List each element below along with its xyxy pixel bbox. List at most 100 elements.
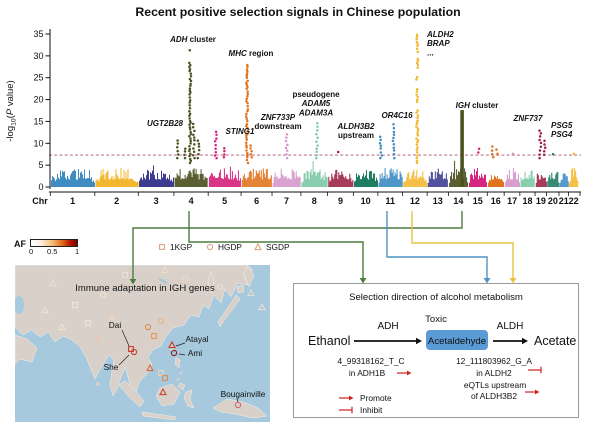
snp-dot: [538, 129, 541, 132]
map-marker: [258, 302, 266, 311]
snp-dot: [214, 143, 217, 147]
snp-dot: [188, 87, 192, 90]
snp-dot: [315, 140, 318, 143]
chr-label: 17: [507, 196, 517, 206]
map-marker: [108, 312, 116, 321]
snp-dot: [213, 154, 217, 157]
snp-dot: [192, 150, 196, 154]
snp-dot: [245, 146, 248, 149]
snp-dot: [416, 95, 419, 99]
snp-dot: [223, 149, 226, 153]
snp-dot: [246, 85, 249, 89]
snp-dot: [285, 156, 289, 160]
snp-dot: [416, 57, 420, 61]
snp-dot: [188, 93, 191, 96]
snp-dot: [188, 106, 192, 110]
legend-promote-label: Promote: [360, 393, 392, 403]
snp-dot: [222, 156, 226, 159]
snp-dot: [246, 126, 249, 130]
snp-dot: [193, 156, 196, 160]
snp-dot: [538, 135, 542, 138]
snp-dot: [189, 82, 192, 86]
af-label: AF: [14, 239, 26, 249]
snp-dot: [183, 156, 187, 160]
variant-aldh2-gene: in ALDH2: [476, 368, 512, 378]
map-lake: [158, 278, 168, 284]
snp-dot: [189, 75, 193, 78]
chr-axis-prefix: Chr: [32, 196, 48, 206]
snp-dot: [246, 132, 249, 135]
snp-dot: [176, 139, 179, 142]
y-tick-label: 25: [33, 73, 43, 83]
snp-dot: [315, 150, 318, 153]
snp-dot: [379, 144, 383, 148]
snp-dot: [416, 119, 419, 122]
snp-dot: [416, 109, 419, 112]
snp-dot: [246, 104, 249, 108]
gene-annotation: IGH cluster: [456, 101, 499, 110]
snp-dot: [245, 97, 248, 101]
snp-dot: [188, 99, 192, 102]
snp-dot: [416, 154, 419, 157]
snp-dot: [415, 100, 419, 104]
alcohol-pathway-diagram: Selection direction of alcohol metabolis…: [308, 292, 576, 415]
snp-dot: [415, 33, 419, 37]
snp-dot: [188, 147, 192, 151]
promote-icon: [407, 370, 412, 376]
snp-dot: [244, 141, 248, 144]
snp-dot: [392, 130, 396, 134]
snp-dot: [416, 63, 420, 67]
map-marker: [49, 278, 57, 287]
y-axis-label: -log10(P value): [5, 80, 18, 141]
snp-dot: [380, 154, 384, 157]
snp-dot: [415, 61, 419, 65]
snp-dot: [542, 153, 546, 156]
snp-dot: [244, 115, 248, 118]
snp-dot: [379, 138, 382, 142]
snp-dot: [223, 153, 226, 156]
snp-dot: [215, 133, 218, 137]
snp-dot: [415, 161, 419, 165]
snp-dot: [490, 152, 494, 156]
snp-dot: [511, 152, 515, 156]
legend-dataset-label: 1KGP: [170, 242, 193, 252]
snp-dot: [249, 144, 252, 147]
chr-label: 8: [312, 196, 317, 206]
map-marker: [162, 375, 168, 381]
chr-label: 2: [114, 196, 119, 206]
snp-dot: [285, 136, 288, 139]
snp-dot: [491, 156, 495, 159]
snp-dot: [189, 130, 192, 134]
snp-dot: [188, 109, 191, 113]
legend-square-icon: [159, 244, 165, 250]
map-label-leader: [178, 353, 186, 356]
chr-label: 10: [361, 196, 371, 206]
map-lake: [15, 296, 24, 314]
pathway-node-ethanol: Ethanol: [308, 334, 350, 348]
snp-dot: [378, 141, 382, 145]
snp-dot: [538, 156, 541, 160]
map-landmass: [144, 356, 150, 362]
chr-label: 21: [559, 196, 569, 206]
y-tick-label: 30: [33, 51, 43, 61]
chr-label: 14: [453, 196, 463, 206]
snp-dot: [415, 37, 418, 41]
pathway-node-acetaldehyde: Acetaldehyde: [428, 336, 486, 347]
snp-dot: [214, 147, 217, 151]
snp-dot: [246, 79, 249, 83]
snp-dot: [246, 102, 249, 105]
gene-annotation: OR4C16: [381, 111, 413, 120]
gene-annotation: PSG5 PSG4: [551, 121, 573, 139]
snp-dot: [189, 139, 192, 143]
chr-label: 1: [70, 196, 75, 206]
map-landmass: [176, 377, 180, 381]
snp-dot: [246, 110, 249, 113]
snp-dot: [193, 143, 196, 146]
y-tick-label: 5: [38, 160, 43, 170]
snp-dot: [285, 153, 288, 156]
snp-dot: [415, 137, 418, 140]
snp-dot: [191, 122, 195, 126]
snp-dot: [188, 104, 191, 107]
snp-dot: [316, 121, 319, 125]
snp-dot: [415, 151, 419, 154]
